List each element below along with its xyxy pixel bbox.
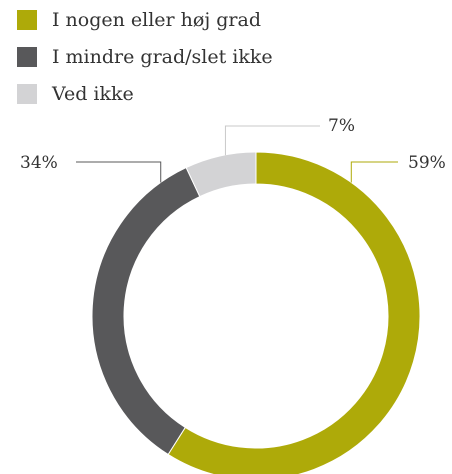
value-label-1: 34% <box>20 153 58 173</box>
legend-swatch-ved-ikke <box>17 84 37 104</box>
legend-label-i-mindre-grad-slet-ikke: I mindre grad/slet ikke <box>52 46 273 68</box>
label-leader-lines <box>76 125 398 183</box>
leader-line-0 <box>350 161 398 183</box>
value-label-0: 59% <box>408 153 446 173</box>
legend-swatch-i-mindre-grad-slet-ikke <box>17 47 37 67</box>
slice-i-mindre-grad-slet-ikke <box>91 166 201 456</box>
slice-i-nogen-eller-høj-grad <box>167 151 421 474</box>
leader-line-2 <box>224 125 320 156</box>
legend-swatch-i-nogen-eller-høj-grad <box>17 10 37 30</box>
value-labels: 59% 34% 7% <box>20 116 446 173</box>
legend: I nogen eller høj grad I mindre grad/slet… <box>17 9 273 105</box>
legend-label-i-nogen-eller-høj-grad: I nogen eller høj grad <box>52 9 261 31</box>
leader-line-1 <box>76 161 162 183</box>
value-label-2: 7% <box>328 116 355 136</box>
slice-ved-ikke <box>185 151 257 198</box>
legend-label-ved-ikke: Ved ikke <box>51 83 134 105</box>
donut-slices <box>91 151 421 474</box>
